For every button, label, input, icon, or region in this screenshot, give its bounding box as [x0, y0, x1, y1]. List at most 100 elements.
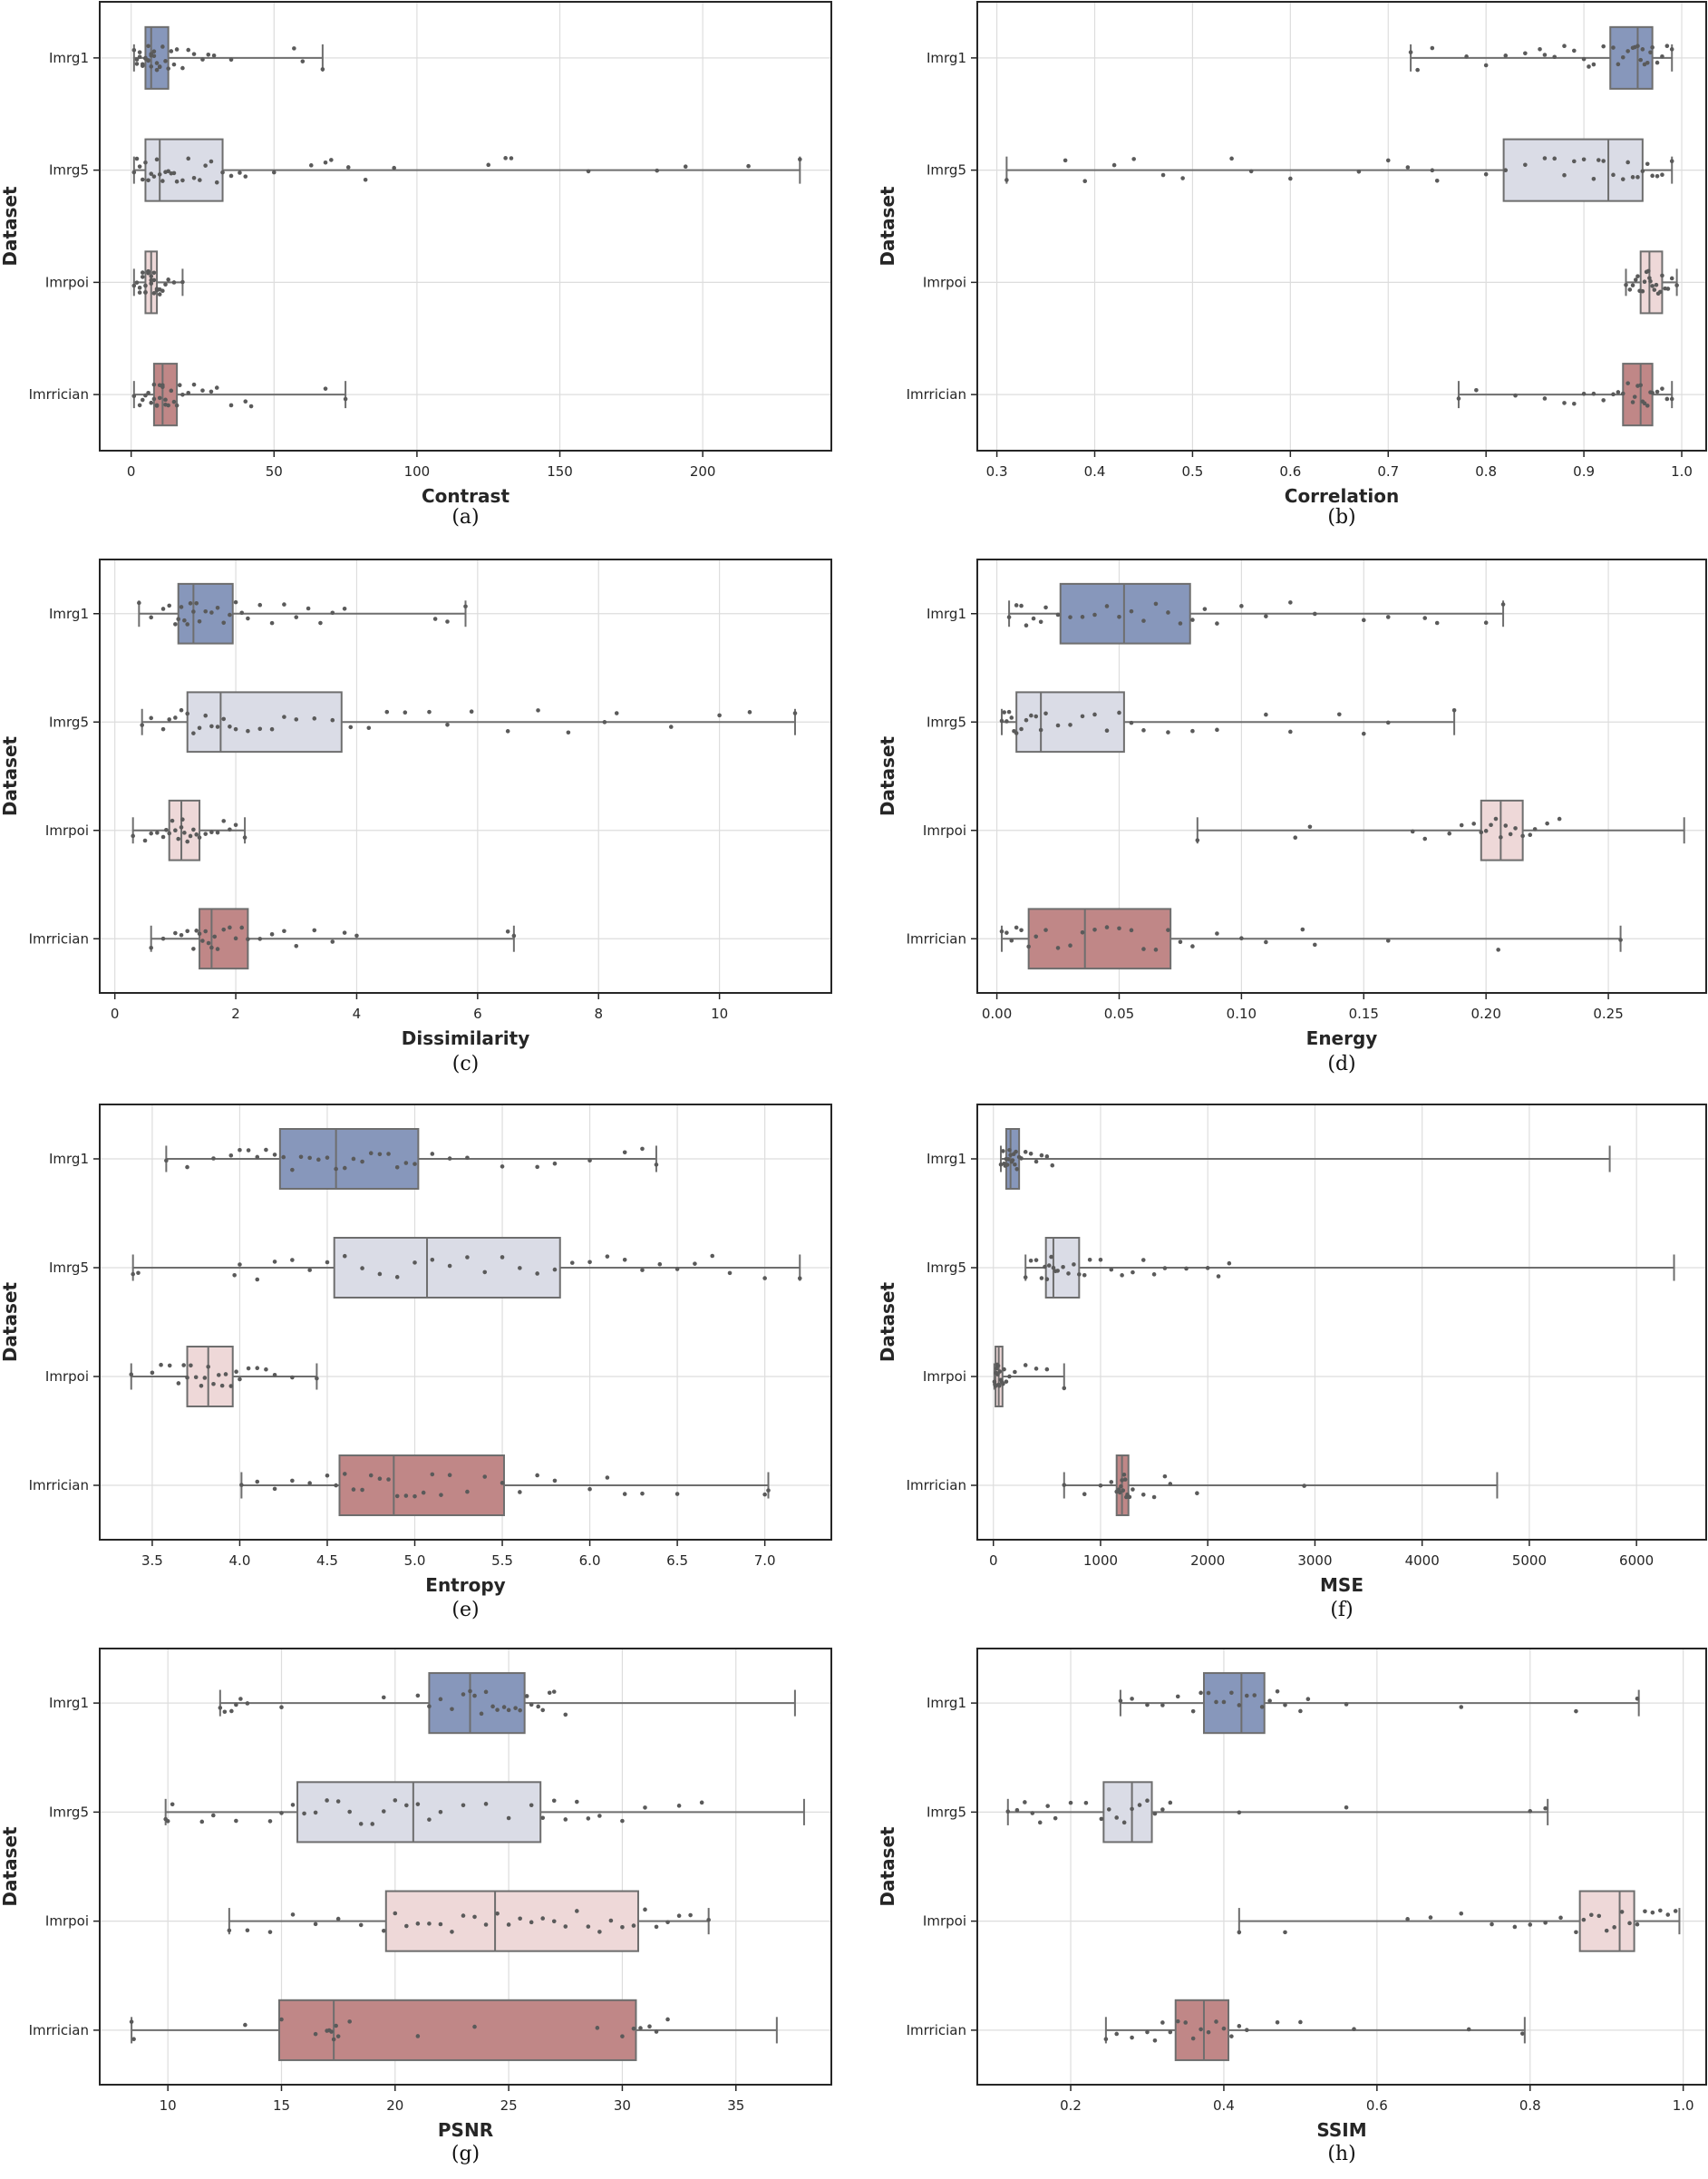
y-axis-label: Dataset — [877, 1281, 898, 1362]
data-point — [1034, 1367, 1039, 1371]
data-point — [710, 1253, 715, 1259]
x-tick-label: 0.9 — [1573, 463, 1595, 480]
data-point — [1215, 931, 1219, 936]
data-point — [1499, 835, 1503, 840]
data-point — [1542, 156, 1548, 161]
data-point — [683, 164, 688, 170]
data-point — [354, 933, 359, 939]
data-point — [1428, 1915, 1433, 1920]
data-point — [1596, 158, 1601, 162]
data-point — [185, 622, 190, 627]
data-point — [552, 1161, 558, 1166]
data-point — [1574, 1930, 1578, 1935]
data-point — [524, 1694, 529, 1698]
data-point — [211, 1813, 216, 1818]
data-point — [171, 399, 177, 404]
data-point — [1044, 1367, 1050, 1372]
data-point — [342, 930, 347, 935]
box-imrpoi — [227, 1890, 711, 1952]
data-point — [465, 1155, 470, 1161]
data-point — [223, 1372, 228, 1376]
data-point — [1660, 386, 1664, 391]
y-tick-label: Imrpoi — [923, 274, 966, 290]
data-point — [209, 389, 214, 394]
data-point — [1288, 729, 1293, 734]
data-point — [1430, 168, 1435, 173]
data-point — [1313, 611, 1317, 617]
data-point — [166, 403, 170, 408]
x-axis-label: PSNR — [438, 2119, 493, 2141]
data-point — [228, 57, 234, 63]
data-point — [1098, 1257, 1103, 1262]
data-point — [1152, 1811, 1158, 1816]
data-point — [1239, 604, 1244, 608]
data-point — [1104, 925, 1110, 929]
iqr-box — [1578, 1890, 1635, 1952]
data-point — [160, 834, 166, 840]
data-point — [149, 945, 153, 950]
data-point — [177, 383, 182, 388]
y-tick-label: Imrg5 — [49, 714, 89, 730]
data-point — [1151, 1272, 1157, 1277]
data-point — [174, 47, 180, 52]
data-point — [563, 1712, 568, 1717]
data-point — [638, 2026, 643, 2030]
y-tick-label: Imrg1 — [927, 606, 966, 622]
data-point — [501, 1705, 507, 1709]
data-point — [1002, 1367, 1006, 1372]
data-point — [228, 724, 232, 729]
y-axis-label: Dataset — [0, 186, 21, 267]
data-point — [166, 66, 170, 71]
data-point — [1153, 601, 1159, 607]
data-point — [1080, 615, 1085, 619]
data-point — [315, 1376, 319, 1381]
data-point — [415, 1693, 421, 1698]
data-point — [551, 1798, 557, 1804]
data-point — [200, 939, 205, 943]
data-point — [180, 65, 185, 71]
y-tick-label: Imrpoi — [45, 822, 89, 839]
data-point — [272, 1486, 277, 1492]
data-point — [1604, 1928, 1609, 1933]
data-point — [199, 1383, 204, 1388]
data-point — [1538, 47, 1542, 52]
data-point — [1014, 1149, 1018, 1154]
data-point — [1014, 1807, 1020, 1813]
data-point — [1190, 2036, 1196, 2041]
data-point — [1405, 165, 1411, 170]
data-point — [1237, 1810, 1242, 1815]
data-point — [137, 54, 142, 59]
data-point — [1190, 618, 1195, 622]
data-point — [1654, 282, 1659, 287]
data-point — [331, 2037, 336, 2042]
data-point — [1031, 616, 1036, 621]
data-point — [146, 178, 150, 183]
data-point — [483, 1689, 489, 1695]
data-point — [392, 165, 396, 170]
data-point — [272, 1260, 277, 1264]
y-tick-label: Imrg1 — [49, 1151, 89, 1167]
data-point — [640, 1268, 645, 1272]
x-tick-label: 0.10 — [1227, 1006, 1257, 1022]
data-point — [432, 617, 438, 621]
data-point — [1596, 1913, 1602, 1919]
data-point — [647, 2024, 652, 2029]
data-point — [1645, 60, 1650, 65]
data-point — [468, 1688, 472, 1694]
data-point — [239, 610, 245, 616]
data-point — [1029, 713, 1034, 718]
data-point — [483, 1802, 489, 1806]
data-point — [1589, 1912, 1594, 1918]
data-point — [1520, 833, 1525, 839]
data-point — [246, 728, 250, 734]
data-point — [1293, 835, 1298, 840]
data-point — [368, 1473, 374, 1478]
data-point — [1645, 404, 1650, 408]
data-point — [665, 2017, 670, 2022]
data-point — [292, 46, 296, 51]
data-point — [1632, 394, 1637, 399]
data-point — [140, 397, 145, 403]
data-point — [1055, 612, 1061, 618]
data-point — [1082, 1492, 1087, 1497]
data-point — [513, 1706, 518, 1710]
